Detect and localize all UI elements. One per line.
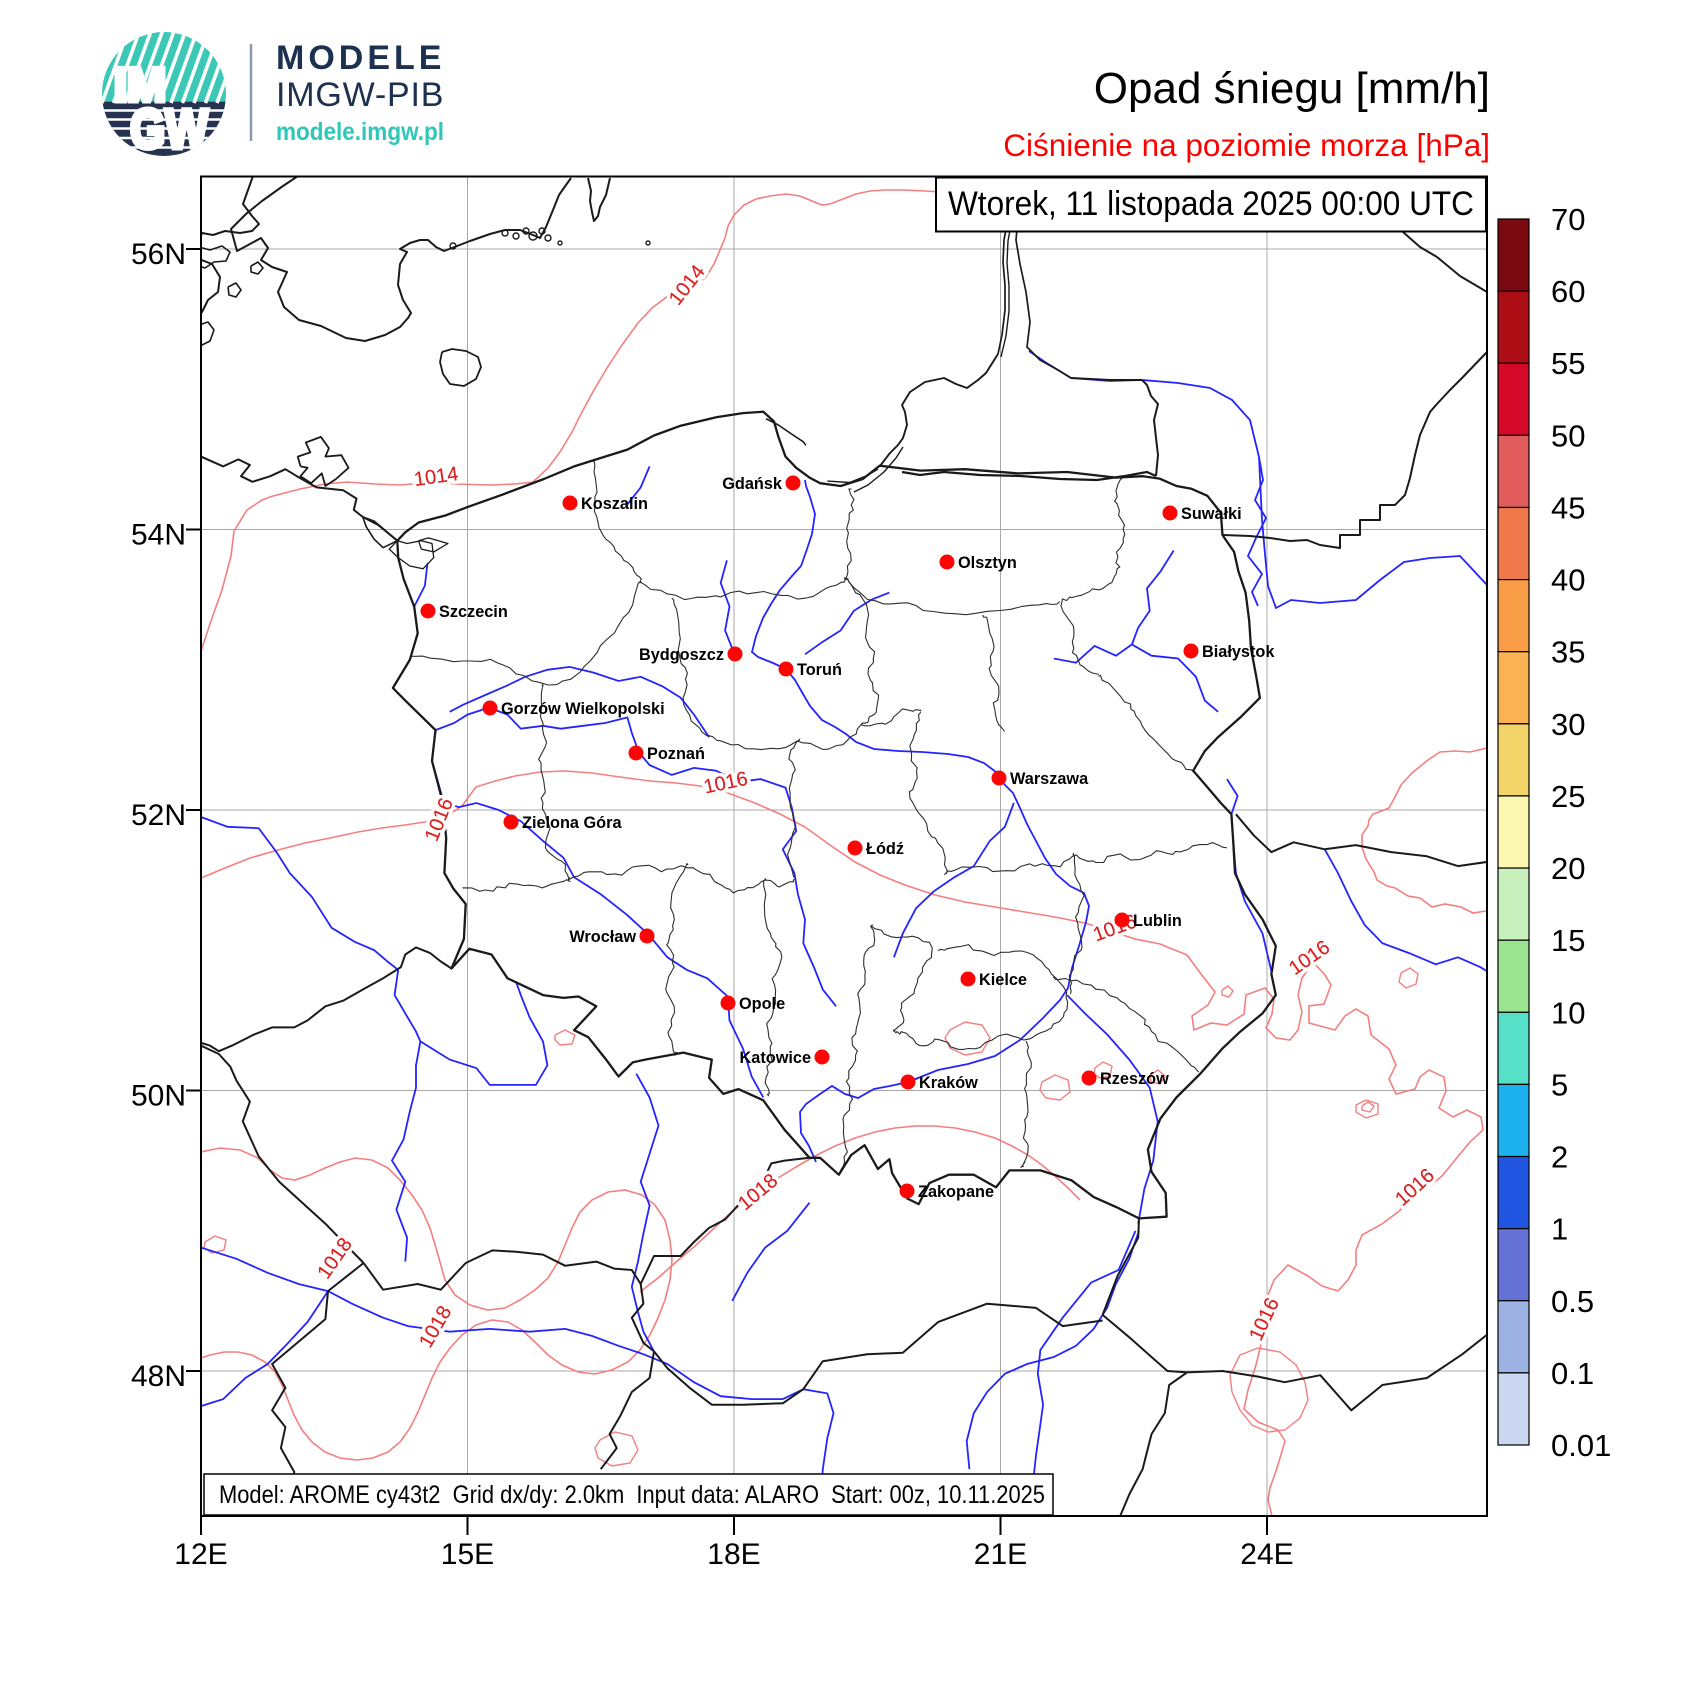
svg-text:1: 1	[1551, 1212, 1568, 1247]
svg-text:Suwałki: Suwałki	[1181, 505, 1242, 523]
svg-text:Katowice: Katowice	[740, 1049, 811, 1067]
svg-text:48N: 48N	[131, 1360, 186, 1393]
svg-text:25: 25	[1551, 779, 1585, 814]
svg-text:Kielce: Kielce	[979, 971, 1027, 989]
svg-text:Olsztyn: Olsztyn	[958, 554, 1017, 572]
svg-text:Łódź: Łódź	[866, 840, 904, 858]
svg-text:Koszalin: Koszalin	[581, 495, 648, 513]
svg-text:Gorzów Wielkopolski: Gorzów Wielkopolski	[501, 700, 665, 718]
svg-text:Model: AROME cy43t2 Grid dx/d: Model: AROME cy43t2 Grid dx/dy: 2.0km In…	[219, 1481, 1045, 1509]
svg-text:60: 60	[1551, 274, 1585, 309]
svg-text:40: 40	[1551, 563, 1585, 598]
svg-text:Gdańsk: Gdańsk	[722, 475, 783, 493]
svg-text:Opole: Opole	[739, 995, 785, 1013]
svg-text:50: 50	[1551, 418, 1585, 453]
svg-text:Białystok: Białystok	[1202, 643, 1275, 661]
svg-text:Poznań: Poznań	[647, 745, 705, 763]
svg-text:IM: IM	[114, 58, 166, 111]
svg-text:Warszawa: Warszawa	[1010, 770, 1089, 788]
svg-text:2: 2	[1551, 1140, 1568, 1175]
svg-text:30: 30	[1551, 707, 1585, 742]
svg-text:Wrocław: Wrocław	[569, 928, 636, 946]
svg-text:Opad śniegu [mm/h]: Opad śniegu [mm/h]	[1094, 64, 1490, 113]
svg-text:Kraków: Kraków	[919, 1074, 978, 1092]
svg-text:55: 55	[1551, 346, 1585, 381]
svg-text:45: 45	[1551, 491, 1585, 526]
svg-text:18E: 18E	[707, 1538, 760, 1571]
svg-text:52N: 52N	[131, 799, 186, 832]
svg-text:15: 15	[1551, 923, 1585, 958]
svg-text:35: 35	[1551, 635, 1585, 670]
svg-text:0.1: 0.1	[1551, 1356, 1594, 1391]
svg-text:Rzeszów: Rzeszów	[1100, 1070, 1169, 1088]
svg-text:12E: 12E	[174, 1538, 227, 1571]
svg-text:56N: 56N	[131, 238, 186, 271]
svg-text:Szczecin: Szczecin	[439, 603, 508, 621]
svg-text:Zakopane: Zakopane	[918, 1183, 994, 1201]
svg-text:15E: 15E	[441, 1538, 494, 1571]
svg-text:Lublin: Lublin	[1133, 912, 1182, 930]
svg-text:5: 5	[1551, 1067, 1568, 1102]
svg-text:10: 10	[1551, 995, 1585, 1030]
svg-text:MODELE: MODELE	[276, 39, 445, 77]
svg-text:GW: GW	[130, 97, 208, 160]
svg-text:Toruń: Toruń	[797, 661, 842, 679]
svg-text:0.5: 0.5	[1551, 1284, 1594, 1319]
svg-text:70: 70	[1551, 202, 1585, 237]
svg-text:24E: 24E	[1240, 1538, 1293, 1571]
svg-text:54N: 54N	[131, 519, 186, 552]
svg-text:21E: 21E	[974, 1538, 1027, 1571]
svg-text:IMGW-PIB: IMGW-PIB	[276, 76, 444, 114]
svg-text:modele.imgw.pl: modele.imgw.pl	[276, 118, 444, 146]
svg-text:0.01: 0.01	[1551, 1428, 1611, 1463]
svg-text:50N: 50N	[131, 1080, 186, 1113]
svg-text:20: 20	[1551, 851, 1585, 886]
svg-text:Wtorek, 11 listopada 2025 00:0: Wtorek, 11 listopada 2025 00:00 UTC	[948, 185, 1474, 223]
svg-text:Bydgoszcz: Bydgoszcz	[639, 646, 724, 664]
svg-text:Zielona Góra: Zielona Góra	[522, 814, 622, 832]
svg-text:Ciśnienie na poziomie morza [h: Ciśnienie na poziomie morza [hPa]	[1003, 127, 1490, 163]
